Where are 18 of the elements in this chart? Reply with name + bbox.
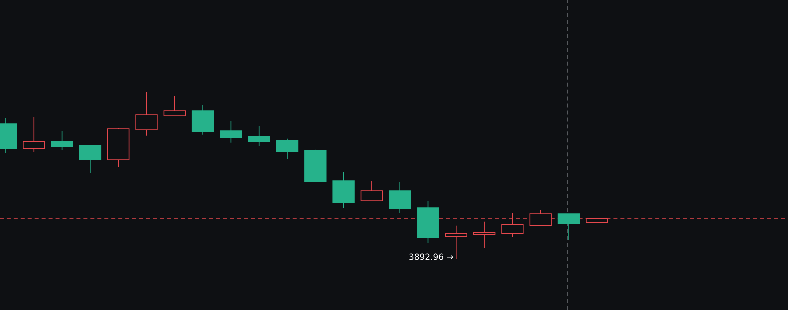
candlestick — [248, 126, 270, 146]
candlestick — [332, 172, 355, 208]
candlestick — [389, 182, 412, 214]
candlestick — [51, 130, 74, 150]
candlestick — [79, 146, 102, 174]
candlestick — [23, 116, 46, 152]
candlestick — [136, 92, 158, 136]
candlestick — [220, 120, 242, 144]
candlestick — [360, 180, 384, 202]
candlestick — [108, 128, 130, 168]
candlestick — [164, 96, 186, 116]
candlestick — [276, 138, 299, 160]
candlestick — [445, 226, 468, 260]
candlestick — [473, 222, 496, 248]
candlestick — [417, 200, 440, 244]
candlestick — [192, 104, 214, 136]
annotation: 3892.96 → — [410, 254, 454, 260]
candlestick — [558, 214, 580, 240]
